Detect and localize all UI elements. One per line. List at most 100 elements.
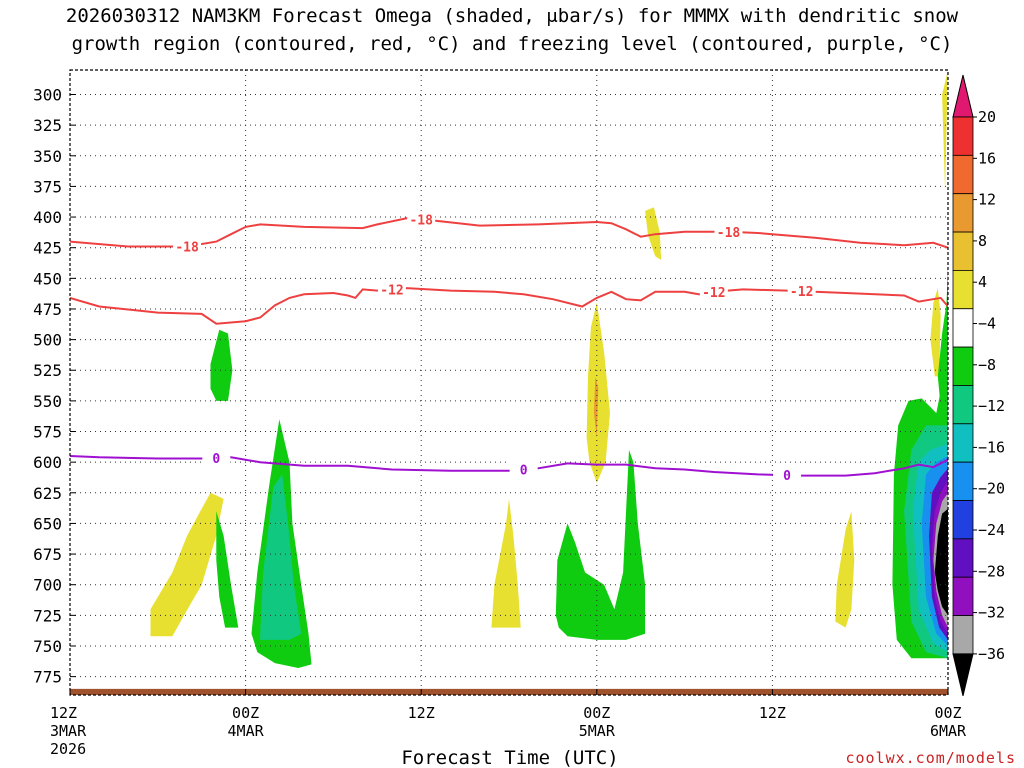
y-tick-label-475: 475 xyxy=(33,300,62,319)
contour-label-bg-0-1 xyxy=(407,211,436,228)
omega-region-6 xyxy=(586,302,610,483)
omega-region-4 xyxy=(260,474,302,640)
omega-region-7 xyxy=(593,376,599,438)
omega-shading xyxy=(150,70,948,668)
y-axis-ticks: 300 325 350 375 400 425 450 475 500 525 550 575 600 6… xyxy=(33,86,76,687)
y-tick-label-725: 725 xyxy=(33,606,62,625)
y-tick-label-350: 350 xyxy=(33,147,62,166)
x-tick-label-4-0: 12Z xyxy=(759,704,786,722)
contour-line-1 xyxy=(70,287,948,325)
x-tick-label-2-0: 12Z xyxy=(408,704,435,722)
y-tick-label-650: 650 xyxy=(33,514,62,533)
y-tick-label-700: 700 xyxy=(33,576,62,595)
contour-label-2-0: 0 xyxy=(212,452,220,467)
colorbar-label-6: −8 xyxy=(978,356,996,374)
contour-label-bg-1-1 xyxy=(699,283,728,300)
y-tick-label-625: 625 xyxy=(33,484,62,503)
colorbar-label-1: 16 xyxy=(978,149,996,167)
y-tick-label-525: 525 xyxy=(33,361,62,380)
colorbar-segment-11 xyxy=(952,538,974,578)
contour-label-1-2: -12 xyxy=(790,285,813,300)
colorbar-label-11: −28 xyxy=(978,562,1005,580)
y-tick-label-325: 325 xyxy=(33,116,62,135)
contour-label-0-0: -18 xyxy=(175,240,199,255)
omega-region-18 xyxy=(934,508,948,616)
y-tick-label-425: 425 xyxy=(33,239,62,258)
colorbar-segment-13 xyxy=(952,615,974,655)
x-tick-label-3-1: 5MAR xyxy=(579,722,616,740)
omega-region-21 xyxy=(937,284,948,414)
colorbar-top-arrow xyxy=(952,74,974,118)
colorbar-label-13: −36 xyxy=(978,645,1005,663)
x-tick-label-1-0: 00Z xyxy=(232,704,259,722)
y-tick-label-500: 500 xyxy=(33,331,62,350)
x-tick-label-0-1: 3MAR xyxy=(50,722,87,740)
contour-line-0 xyxy=(70,217,948,249)
colorbar-segment-12 xyxy=(952,576,974,616)
colorbar: 20 16 12 8 4 −4 −8 −12 −16 −20 −24 −28 −32 −36 xyxy=(952,74,1005,697)
x-tick-label-0-0: 12Z xyxy=(50,704,77,722)
contour-label-bg-1-2 xyxy=(787,283,816,300)
omega-region-5 xyxy=(491,498,521,628)
y-tick-label-675: 675 xyxy=(33,545,62,564)
y-tick-label-750: 750 xyxy=(33,637,62,656)
x-tick-label-3-0: 00Z xyxy=(583,704,610,722)
colorbar-segment-6 xyxy=(952,346,974,386)
omega-region-20 xyxy=(930,288,941,377)
omega-region-0 xyxy=(150,492,224,637)
colorbar-label-5: −4 xyxy=(978,315,996,333)
contour-label-bg-2-1 xyxy=(509,461,538,478)
contour-label-bg-2-2 xyxy=(773,467,802,484)
colorbar-label-7: −12 xyxy=(978,397,1005,415)
colorbar-label-2: 12 xyxy=(978,191,996,209)
watermark: coolwx.com/models xyxy=(845,749,1016,767)
chart-title-line-2: growth region (contoured, red, °C) and f… xyxy=(72,33,953,55)
colorbar-segment-8 xyxy=(952,423,974,463)
colorbar-label-10: −24 xyxy=(978,521,1005,539)
contour-label-0-1: -18 xyxy=(409,214,433,229)
terrain-ground xyxy=(70,688,948,695)
colorbar-label-12: −32 xyxy=(978,604,1005,622)
contour-label-2-2: 0 xyxy=(783,469,791,484)
colorbar-segment-4 xyxy=(952,269,974,310)
y-tick-label-775: 775 xyxy=(33,668,62,687)
colorbar-segment-3 xyxy=(952,231,974,271)
colorbar-segment-2 xyxy=(952,193,974,233)
contour-label-bg-0-0 xyxy=(173,238,202,255)
contour-lines: -18 -18 -18 -12 -12 -12 0 0 0 xyxy=(70,211,948,484)
omega-region-8 xyxy=(555,449,646,640)
chart-title-line-1: 2026030312 NAM3KM Forecast Omega (shaded… xyxy=(66,5,959,27)
contour-label-1-0: -12 xyxy=(380,283,403,298)
contour-label-bg-0-2 xyxy=(714,223,743,240)
contour-label-2-1: 0 xyxy=(520,464,528,479)
colorbar-segment-1 xyxy=(952,154,974,195)
colorbar-segment-7 xyxy=(952,385,974,425)
colorbar-segment-0 xyxy=(952,116,974,156)
omega-region-10 xyxy=(835,511,855,628)
grid-lines xyxy=(70,70,948,695)
y-tick-label-550: 550 xyxy=(33,392,62,411)
terrain-strip xyxy=(70,688,948,695)
colorbar-segment-9 xyxy=(952,461,974,501)
contour-label-bg-1-0 xyxy=(377,281,406,298)
y-tick-label-375: 375 xyxy=(33,177,62,196)
contour-label-bg-2-0 xyxy=(202,449,231,466)
contour-line-2 xyxy=(70,455,948,477)
colorbar-segment-10 xyxy=(952,500,974,540)
colorbar-label-8: −16 xyxy=(978,438,1005,456)
x-tick-label-5-1: 6MAR xyxy=(930,722,967,740)
x-axis-label: Forecast Time (UTC) xyxy=(401,747,618,768)
y-tick-label-575: 575 xyxy=(33,423,62,442)
y-tick-label-600: 600 xyxy=(33,453,62,472)
colorbar-label-3: 8 xyxy=(978,232,987,250)
colorbar-label-4: 4 xyxy=(978,273,987,291)
colorbar-bottom-arrow xyxy=(952,653,974,697)
omega-region-19 xyxy=(942,70,948,193)
omega-region-2 xyxy=(210,329,233,401)
y-tick-label-400: 400 xyxy=(33,208,62,227)
y-tick-label-300: 300 xyxy=(33,86,62,105)
x-tick-label-0-2: 2026 xyxy=(50,740,86,758)
colorbar-label-0: 20 xyxy=(978,108,996,126)
